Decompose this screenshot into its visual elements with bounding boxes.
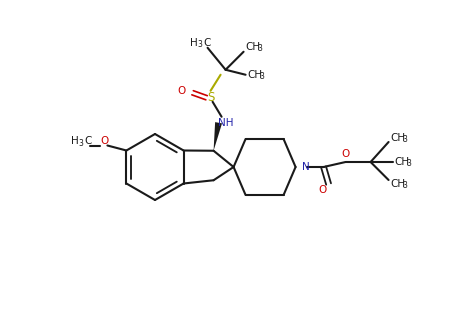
Text: CH: CH [246,42,261,52]
Text: O: O [177,86,186,96]
Polygon shape [214,122,222,151]
Text: NH: NH [218,118,233,128]
Text: N: N [301,162,310,172]
Text: H: H [71,136,78,146]
Text: H: H [190,38,197,48]
Text: 3: 3 [257,44,263,53]
Text: 3: 3 [260,72,264,81]
Text: C: C [203,38,211,48]
Text: 3: 3 [402,135,408,145]
Text: O: O [341,149,350,159]
Text: O: O [319,185,327,195]
Text: CH: CH [247,70,263,80]
Text: 3: 3 [198,40,202,49]
Text: 3: 3 [402,181,408,191]
Text: CH: CH [391,179,406,189]
Text: CH: CH [394,157,410,167]
Text: S: S [207,91,214,104]
Text: 3: 3 [407,159,411,169]
Text: 3: 3 [78,139,83,148]
Text: O: O [100,136,109,146]
Text: C: C [84,136,92,146]
Text: CH: CH [391,133,406,143]
